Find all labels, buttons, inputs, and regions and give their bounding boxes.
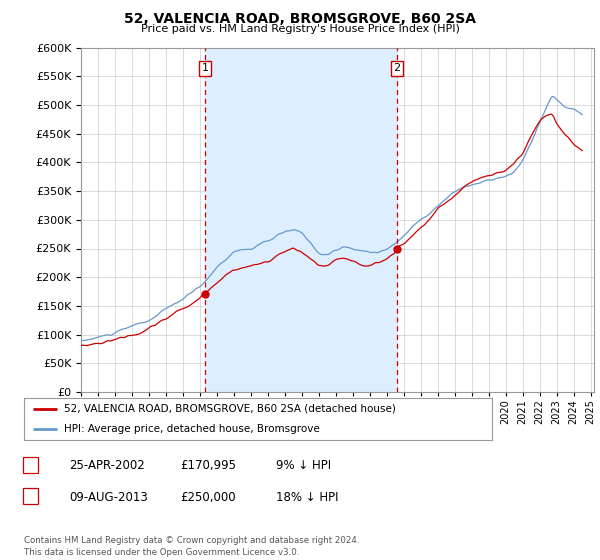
Text: Contains HM Land Registry data © Crown copyright and database right 2024.
This d: Contains HM Land Registry data © Crown c…	[24, 536, 359, 557]
Text: 52, VALENCIA ROAD, BROMSGROVE, B60 2SA: 52, VALENCIA ROAD, BROMSGROVE, B60 2SA	[124, 12, 476, 26]
Text: £170,995: £170,995	[180, 459, 236, 473]
Text: 9% ↓ HPI: 9% ↓ HPI	[276, 459, 331, 473]
Text: 52, VALENCIA ROAD, BROMSGROVE, B60 2SA (detached house): 52, VALENCIA ROAD, BROMSGROVE, B60 2SA (…	[64, 404, 395, 414]
Text: 1: 1	[202, 63, 209, 73]
Text: 18% ↓ HPI: 18% ↓ HPI	[276, 491, 338, 504]
Text: 09-AUG-2013: 09-AUG-2013	[69, 491, 148, 504]
Bar	[205, 48, 397, 392]
Text: £250,000: £250,000	[180, 491, 236, 504]
Text: HPI: Average price, detached house, Bromsgrove: HPI: Average price, detached house, Brom…	[64, 424, 320, 434]
Text: 25-APR-2002: 25-APR-2002	[69, 459, 145, 473]
Text: Price paid vs. HM Land Registry's House Price Index (HPI): Price paid vs. HM Land Registry's House …	[140, 24, 460, 34]
Text: 1: 1	[27, 460, 34, 470]
Text: 2: 2	[27, 491, 34, 501]
Text: 2: 2	[394, 63, 401, 73]
